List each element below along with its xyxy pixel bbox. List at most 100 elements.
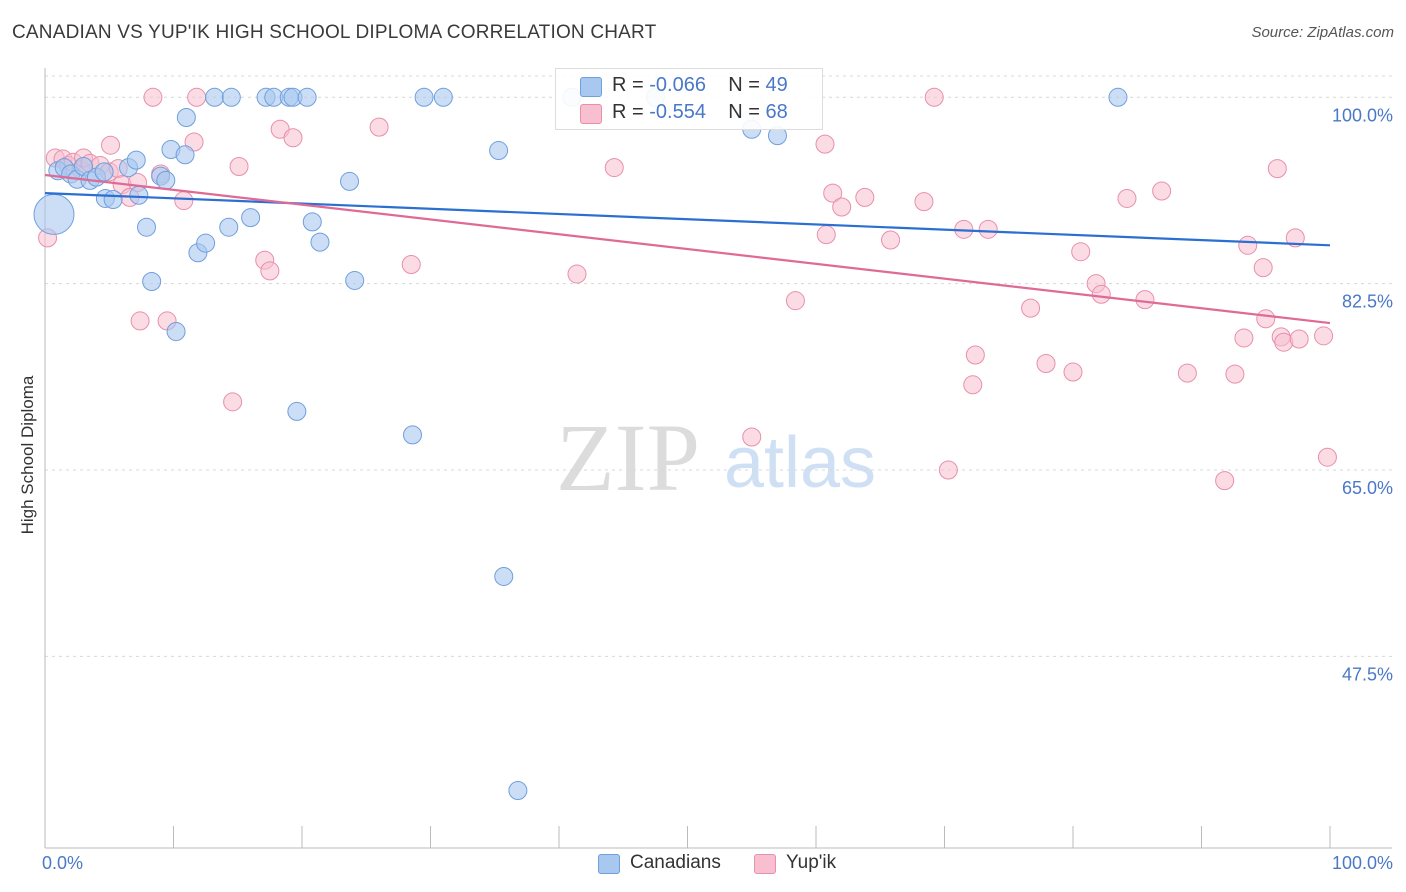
canadians-point — [175, 145, 195, 165]
yupik-point — [1314, 326, 1334, 346]
canadians-point — [221, 87, 241, 107]
yupik-point — [832, 197, 852, 217]
canadians-point — [345, 270, 365, 290]
yupik-trend-line — [44, 173, 1331, 325]
bottom-legend-swatch-canadians — [598, 854, 620, 874]
yupik-point — [130, 311, 150, 331]
y-tick-label: 47.5% — [1342, 664, 1393, 684]
yupik-point — [1063, 362, 1083, 382]
yupik-point — [101, 135, 121, 155]
legend-n-value-canadians: 49 — [765, 74, 788, 96]
yupik-point — [1177, 363, 1197, 383]
yupik-point — [143, 87, 163, 107]
yupik-point — [1152, 181, 1172, 201]
legend-swatch-yupik — [580, 104, 602, 124]
canadians-point — [287, 401, 307, 421]
canadians-trend-line — [44, 192, 1331, 247]
axes — [44, 68, 1392, 849]
yupik-point — [1274, 332, 1294, 352]
canadians-point — [433, 87, 453, 107]
canadians-point — [508, 780, 528, 800]
yupik-point — [401, 254, 421, 274]
canadians-point — [302, 212, 322, 232]
canadians-point — [403, 425, 423, 445]
yupik-point — [229, 157, 249, 177]
canadians-point — [196, 233, 216, 253]
legend-n-label: N = — [728, 74, 760, 96]
canadians-point — [142, 272, 162, 292]
correlation-legend: R = -0.066 N = 49 R = -0.554 N = 68 — [555, 68, 823, 130]
canadians-point — [176, 108, 196, 128]
canadians-point — [340, 171, 360, 191]
yupik-point — [855, 187, 875, 207]
yupik-point — [1135, 290, 1155, 310]
yupik-point — [1234, 328, 1254, 348]
canadians-point — [241, 208, 261, 228]
yupik-point — [369, 117, 389, 137]
legend-n-value-yupik: 68 — [765, 101, 788, 123]
yupik-point — [924, 87, 944, 107]
yupik-point — [1117, 188, 1137, 208]
yupik-point — [938, 460, 958, 480]
yupik-point — [881, 230, 901, 250]
source-label: Source: ZipAtlas.com — [1251, 24, 1394, 41]
canadians-point — [33, 193, 75, 235]
yupik-point — [785, 291, 805, 311]
canadians-point — [297, 87, 317, 107]
canadians-point — [156, 170, 176, 190]
canadians-point — [166, 322, 186, 342]
y-tick-label: 82.5% — [1342, 292, 1393, 312]
canadians-point — [489, 141, 509, 161]
canadians-point — [126, 150, 146, 170]
canadians-point — [414, 87, 434, 107]
yupik-point — [823, 183, 843, 203]
yupik-point — [1267, 159, 1287, 179]
yupik-point — [1317, 447, 1337, 467]
canadians-point — [205, 87, 225, 107]
bottom-legend-swatch-yupik — [754, 854, 776, 874]
y-tick-label: 65.0% — [1342, 478, 1393, 498]
tick-labels: 100.0% 82.5% 65.0% 47.5% 0.0% 100.0% — [42, 105, 1393, 873]
legend-r-label: R = — [612, 101, 644, 123]
yupik-point — [567, 264, 587, 284]
yupik-point — [1238, 235, 1258, 255]
yupik-point — [187, 87, 207, 107]
x-tick-label: 0.0% — [42, 853, 83, 873]
canadians-point — [494, 566, 514, 586]
legend-n-label: N = — [728, 101, 760, 123]
canadians-point — [129, 185, 149, 205]
canadians-point — [137, 217, 157, 237]
trend-lines — [44, 173, 1331, 325]
yupik-point — [1215, 471, 1235, 491]
canadians-point — [310, 232, 330, 252]
chart-title: CANADIAN VS YUP'IK HIGH SCHOOL DIPLOMA C… — [12, 22, 657, 43]
yupik-point — [174, 191, 194, 211]
yupik-point — [1256, 309, 1276, 329]
legend-r-value-yupik: -0.554 — [649, 101, 706, 123]
bottom-legend-label-canadians: Canadians — [630, 852, 721, 873]
canadians-point — [94, 162, 114, 182]
yupik-point — [965, 345, 985, 365]
yupik-point — [260, 261, 280, 281]
legend-swatch-canadians — [580, 77, 602, 97]
yupik-point — [1071, 242, 1091, 262]
yupik-point — [1285, 228, 1305, 248]
yupik-point — [963, 375, 983, 395]
legend-r-label: R = — [612, 74, 644, 96]
yupik-point — [816, 225, 836, 245]
yupik-point — [742, 427, 762, 447]
watermark-zip: ZIP — [556, 404, 700, 511]
yupik-point — [604, 158, 624, 178]
yupik-point — [1021, 298, 1041, 318]
x-tick-label: 100.0% — [1332, 853, 1393, 873]
bottom-legend-label-yupik: Yup'ik — [786, 852, 837, 873]
canadians-points — [33, 87, 1128, 800]
yupik-point — [815, 134, 835, 154]
watermark: ZIP atlas — [556, 404, 876, 511]
canadians-point — [219, 217, 239, 237]
yupik-point — [223, 392, 243, 412]
y-tick-label: 100.0% — [1332, 105, 1393, 125]
yupik-point — [283, 128, 303, 148]
yupik-point — [978, 219, 998, 239]
canadians-point — [103, 190, 123, 210]
